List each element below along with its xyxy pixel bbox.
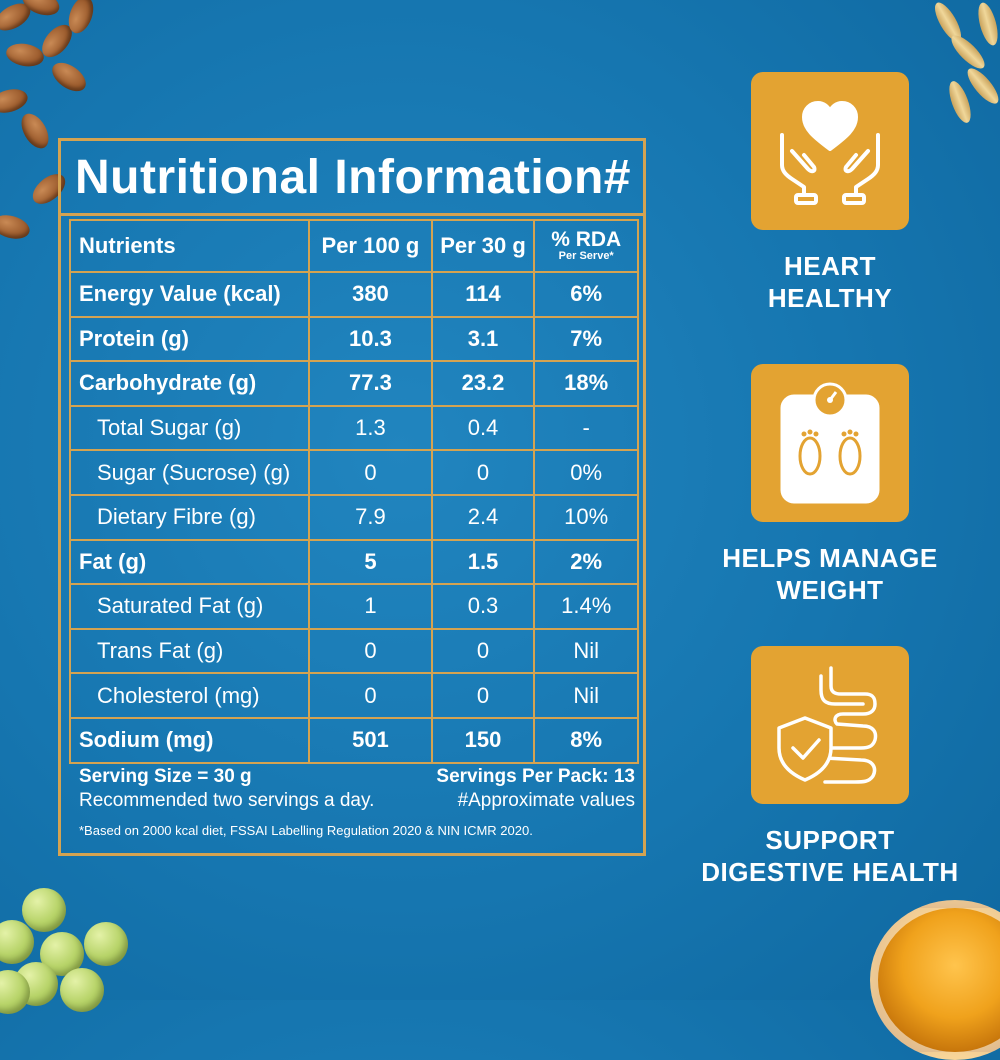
- nutrition-panel: Nutritional Information# Nutrients Per 1…: [58, 138, 646, 856]
- nutrient-name: Dietary Fibre (g): [68, 493, 311, 541]
- per-100g-value: 7.9: [308, 493, 433, 541]
- nutrition-table: Nutrients Per 100 g Per 30 g % RDA Per S…: [68, 219, 639, 764]
- digestive-shield-badge: [751, 646, 909, 804]
- benefit-manage-weight: HELPS MANAGE WEIGHT: [700, 364, 960, 606]
- per-100g-value: 77.3: [308, 360, 433, 407]
- header-rda: % RDA Per Serve*: [533, 219, 639, 273]
- header-rda-sub: Per Serve*: [558, 250, 614, 262]
- table-row: Total Sugar (g) 1.3 0.4 -: [68, 404, 639, 452]
- benefit-digestive-health: SUPPORT DIGESTIVE HEALTH: [700, 646, 960, 888]
- nutrient-name: Carbohydrate (g): [68, 360, 311, 407]
- per-30g-value: 1.5: [430, 538, 536, 586]
- serving-size: Serving Size = 30 g: [79, 766, 252, 787]
- header-per-100g: Per 100 g: [308, 219, 433, 273]
- header-rda-label: % RDA: [551, 228, 622, 251]
- header-per-30g: Per 30 g: [430, 219, 536, 273]
- rda-value: 6%: [533, 271, 639, 318]
- nutrient-name: Protein (g): [68, 315, 311, 363]
- panel-title: Nutritional Information#: [61, 141, 643, 216]
- per-30g-value: 150: [430, 716, 536, 764]
- table-row: Trans Fat (g) 0 0 Nil: [68, 627, 639, 675]
- heart-hands-icon: [780, 101, 880, 205]
- rda-value: 10%: [533, 493, 639, 541]
- benefit-label-line2: WEIGHT: [776, 575, 884, 605]
- table-row: Fat (g) 5 1.5 2%: [68, 538, 639, 586]
- table-row: Energy Value (kcal) 380 114 6%: [68, 271, 639, 318]
- benefit-label: HELPS MANAGE WEIGHT: [700, 542, 960, 606]
- rda-value: 8%: [533, 716, 639, 764]
- nutrient-name: Fat (g): [68, 538, 311, 586]
- table-row: Sugar (Sucrose) (g) 0 0 0%: [68, 449, 639, 496]
- per-100g-value: 0: [308, 627, 433, 675]
- per-100g-value: 1.3: [308, 404, 433, 452]
- rda-value: 18%: [533, 360, 639, 407]
- servings-per-pack: Servings Per Pack: 13: [436, 766, 635, 787]
- per-30g-value: 0: [430, 449, 536, 496]
- honey-decoration: [870, 900, 1000, 1060]
- table-row: Protein (g) 10.3 3.1 7%: [68, 315, 639, 363]
- nutrient-name: Saturated Fat (g): [68, 583, 311, 630]
- per-100g-value: 380: [308, 271, 433, 318]
- table-row: Dietary Fibre (g) 7.9 2.4 10%: [68, 493, 639, 541]
- rda-value: -: [533, 404, 639, 452]
- per-100g-value: 0: [308, 449, 433, 496]
- nutrient-name: Cholesterol (mg): [68, 672, 311, 719]
- table-row: Sodium (mg) 501 150 8%: [68, 716, 639, 764]
- approximate-values-note: #Approximate values: [457, 790, 635, 811]
- nutrient-name: Energy Value (kcal): [68, 271, 311, 318]
- digestive-shield-icon: [777, 666, 878, 784]
- per-30g-value: 114: [430, 271, 536, 318]
- table-row: Cholesterol (mg) 0 0 Nil: [68, 672, 639, 719]
- rda-value: 7%: [533, 315, 639, 363]
- rda-value: 0%: [533, 449, 639, 496]
- per-100g-value: 501: [308, 716, 433, 764]
- table-row: Saturated Fat (g) 1 0.3 1.4%: [68, 583, 639, 630]
- rda-value: Nil: [533, 627, 639, 675]
- rda-footnote: *Based on 2000 kcal diet, FSSAI Labellin…: [79, 823, 533, 838]
- benefit-label: HEART HEALTHY: [700, 250, 960, 314]
- table-row: Carbohydrate (g) 77.3 23.2 18%: [68, 360, 639, 407]
- per-30g-value: 0: [430, 672, 536, 719]
- benefit-label-line1: HELPS MANAGE: [722, 543, 938, 573]
- per-100g-value: 1: [308, 583, 433, 630]
- per-30g-value: 0.3: [430, 583, 536, 630]
- weighing-scale-icon: [780, 382, 880, 504]
- header-nutrients: Nutrients: [68, 219, 311, 273]
- per-100g-value: 0: [308, 672, 433, 719]
- per-100g-value: 5: [308, 538, 433, 586]
- nutrient-name: Trans Fat (g): [68, 627, 311, 675]
- per-30g-value: 23.2: [430, 360, 536, 407]
- weighing-scale-badge: [751, 364, 909, 522]
- panel-footer: Serving Size = 30 g Servings Per Pack: 1…: [79, 765, 635, 843]
- nutrient-name: Sugar (Sucrose) (g): [68, 449, 311, 496]
- rda-value: 1.4%: [533, 583, 639, 630]
- benefit-label: SUPPORT DIGESTIVE HEALTH: [700, 824, 960, 888]
- per-30g-value: 0.4: [430, 404, 536, 452]
- per-30g-value: 3.1: [430, 315, 536, 363]
- recommendation-text: Recommended two servings a day.: [79, 790, 375, 811]
- rda-value: 2%: [533, 538, 639, 586]
- benefit-label-line1: SUPPORT: [765, 825, 895, 855]
- nutrient-name: Total Sugar (g): [68, 404, 311, 452]
- per-30g-value: 2.4: [430, 493, 536, 541]
- nutrient-name: Sodium (mg): [68, 716, 311, 764]
- benefit-label-line2: DIGESTIVE HEALTH: [701, 857, 959, 887]
- table-header-row: Nutrients Per 100 g Per 30 g % RDA Per S…: [68, 219, 639, 273]
- benefit-label-line2: HEALTHY: [767, 283, 893, 313]
- benefit-label-line1: HEART: [783, 251, 877, 281]
- benefit-heart-healthy: HEART HEALTHY: [700, 72, 960, 314]
- per-30g-value: 0: [430, 627, 536, 675]
- rda-value: Nil: [533, 672, 639, 719]
- heart-hands-badge: [751, 72, 909, 230]
- per-100g-value: 10.3: [308, 315, 433, 363]
